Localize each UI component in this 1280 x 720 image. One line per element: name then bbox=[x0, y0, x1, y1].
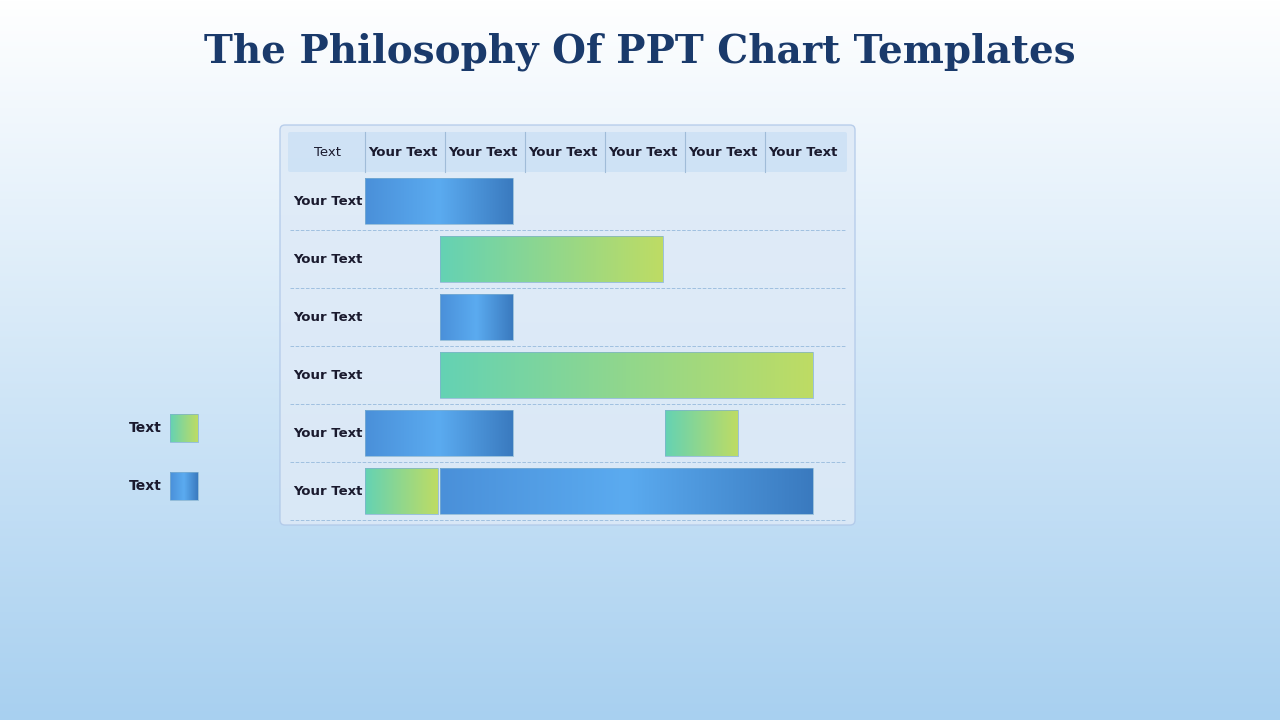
Bar bbox=[440, 468, 813, 514]
Text: Your Text: Your Text bbox=[448, 145, 517, 158]
Text: Your Text: Your Text bbox=[687, 145, 758, 158]
Text: Your Text: Your Text bbox=[293, 253, 362, 266]
Text: Text: Text bbox=[314, 145, 340, 158]
Text: Your Text: Your Text bbox=[293, 369, 362, 382]
Text: Text: Text bbox=[129, 479, 163, 493]
FancyBboxPatch shape bbox=[288, 132, 847, 172]
Bar bbox=[170, 414, 198, 442]
Text: Your Text: Your Text bbox=[527, 145, 598, 158]
Text: Your Text: Your Text bbox=[293, 426, 362, 439]
Bar bbox=[440, 294, 513, 340]
Bar bbox=[365, 468, 438, 514]
Text: Text: Text bbox=[129, 421, 163, 435]
Bar bbox=[440, 352, 813, 398]
Text: Your Text: Your Text bbox=[608, 145, 677, 158]
Text: Your Text: Your Text bbox=[293, 310, 362, 323]
Bar bbox=[170, 472, 198, 500]
Bar bbox=[440, 236, 663, 282]
Text: Your Text: Your Text bbox=[768, 145, 837, 158]
FancyBboxPatch shape bbox=[280, 125, 855, 525]
Text: Your Text: Your Text bbox=[367, 145, 438, 158]
Text: The Philosophy Of PPT Chart Templates: The Philosophy Of PPT Chart Templates bbox=[205, 32, 1075, 71]
Bar bbox=[365, 178, 513, 224]
Text: Your Text: Your Text bbox=[293, 194, 362, 207]
Bar bbox=[666, 410, 739, 456]
Text: Your Text: Your Text bbox=[293, 485, 362, 498]
Bar bbox=[365, 410, 513, 456]
